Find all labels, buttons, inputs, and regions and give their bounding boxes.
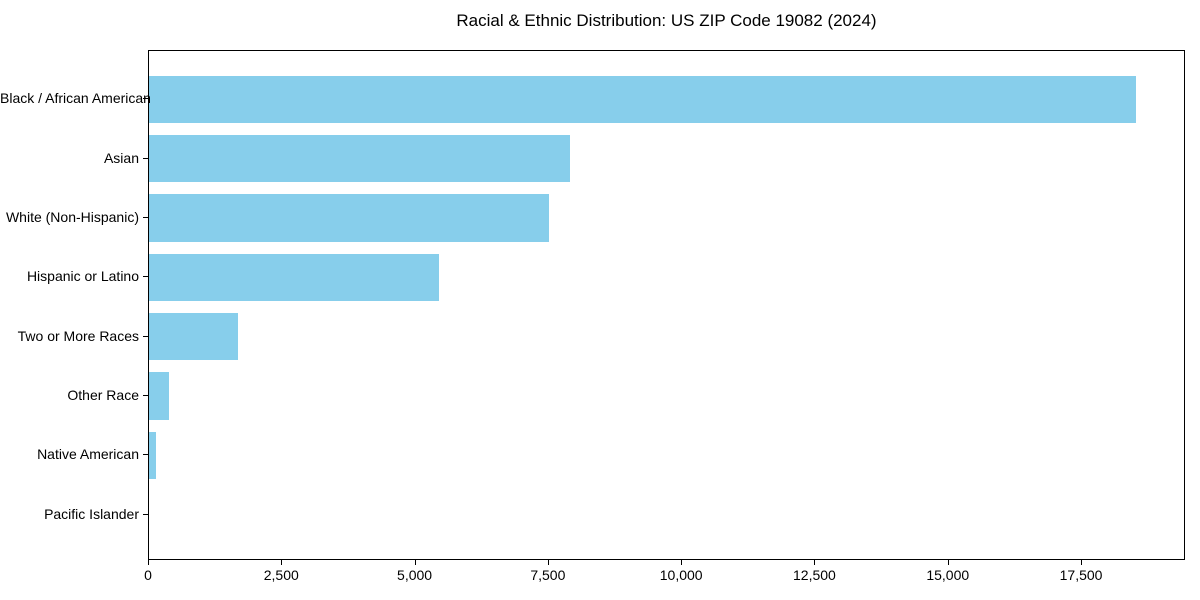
x-tick-mark: [414, 560, 416, 565]
y-tick-label-pacific-islander: Pacific Islander: [44, 505, 139, 522]
y-tick-label-native-american: Native American: [37, 446, 139, 463]
y-tick-mark: [143, 335, 148, 337]
y-tick-mark: [143, 157, 148, 159]
y-tick-mark: [143, 276, 148, 278]
x-tick-mark: [281, 560, 283, 565]
y-tick-mark: [143, 98, 148, 100]
bar-other-race: [149, 372, 170, 420]
x-tick-label-2-500: 2,500: [263, 567, 299, 583]
y-tick-label-hispanic-or-latino: Hispanic or Latino: [26, 268, 139, 285]
y-tick-label-white-non-hispanic: White (Non-Hispanic): [5, 208, 139, 225]
bar-white-non-hispanic: [149, 194, 549, 242]
chart-title: Racial & Ethnic Distribution: US ZIP Cod…: [456, 11, 877, 30]
y-tick-label-other-race: Other Race: [67, 386, 139, 403]
bar-native-american: [149, 431, 156, 480]
x-tick-label-17-500: 17,500: [1059, 567, 1103, 583]
y-tick-mark: [143, 513, 148, 515]
x-tick-mark: [814, 560, 816, 565]
bar-hispanic-or-latino: [149, 253, 440, 302]
y-tick-label-black-african-american: Black / African American: [0, 90, 151, 107]
bar-two-or-more-races: [149, 312, 238, 361]
x-tick-label-15-000: 15,000: [926, 567, 970, 583]
x-tick-mark: [547, 560, 549, 565]
x-tick-label-0: 0: [144, 567, 152, 583]
bar-black-african-american: [149, 75, 1137, 124]
y-tick-mark: [143, 394, 148, 396]
y-tick-label-asian: Asian: [103, 149, 139, 166]
x-tick-mark: [947, 560, 949, 565]
x-tick-label-5-000: 5,000: [397, 567, 433, 583]
y-tick-mark: [143, 216, 148, 218]
x-tick-mark: [148, 560, 149, 565]
x-tick-mark: [1081, 560, 1083, 565]
plot-area: [148, 50, 1185, 560]
x-tick-label-12-500: 12,500: [793, 567, 836, 583]
x-tick-label-7-500: 7,500: [530, 567, 566, 583]
x-tick-label-10-000: 10,000: [659, 567, 703, 583]
y-tick-mark: [143, 454, 148, 456]
x-tick-mark: [681, 560, 683, 565]
bar-asian: [149, 134, 570, 183]
y-tick-label-two-or-more-races: Two or More Races: [17, 327, 139, 344]
